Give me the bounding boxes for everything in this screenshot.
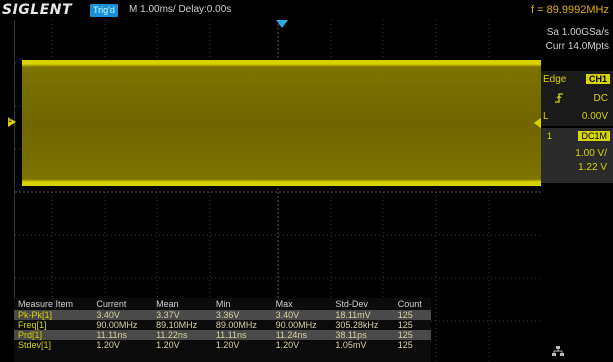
trigger-source: CH1 [585,74,610,84]
volts-per-div: 1.00 V/ [575,148,607,159]
channel1-offset-marker[interactable]: 1 [8,117,16,127]
timebase-readout[interactable]: M 1.00ms/ Delay:0.00s [129,4,232,15]
channel1-settings-box[interactable]: 1 DC1M 1.00 V/ 1.22 V [541,128,613,183]
trigger-status-badge: Trig'd [90,4,118,17]
measurement-table: Measure Item Current Mean Min Max Std-De… [14,298,431,362]
measure-current: 90.00MHz [96,320,138,330]
sample-rate: Sa 1.00GSa/s [546,27,609,38]
measure-count: 125 [397,330,413,340]
channel-coupling: DC1M [578,131,610,141]
trigger-level-marker[interactable] [534,117,542,129]
measure-mean: 11.22ns [156,330,188,340]
measure-std-dev: 1.05mV [335,340,367,350]
measure-count: 125 [397,320,413,330]
measure-max: 3.40V [275,310,300,320]
measure-min: 11.11ns [215,330,247,340]
header-mean: Mean [156,299,179,309]
header-current: Current [96,299,127,309]
rising-edge-icon [554,93,564,106]
measure-mean: 89.10MHz [156,320,198,330]
trigger-settings-box[interactable]: Edge CH1 DC L 0.00V [541,71,613,126]
measure-max: 1.20V [275,340,300,350]
trigger-position-marker[interactable] [276,20,288,28]
measure-std-dev: 18.11mV [335,310,371,320]
trigger-coupling: DC [593,93,608,104]
measure-std-dev: 38.11ps [335,330,367,340]
channel-offset: 1.22 V [578,162,607,173]
trigger-type: Edge [543,74,567,85]
channel1-marker-label: 1 [8,117,12,124]
memory-depth: Curr 14.0Mpts [545,41,609,52]
measure-max: 90.00MHz [275,320,317,330]
measure-min: 1.20V [215,340,240,350]
measure-max: 11.24ns [275,330,307,340]
header-max: Max [275,299,293,309]
measure-min: 89.00MHz [215,320,257,330]
measure-min: 3.36V [215,310,240,320]
measure-current: 1.20V [96,340,120,350]
status-bar: SIGLENT Trig'd M 1.00ms/ Delay:0.00s f =… [0,0,613,20]
measure-current: 3.40V [96,310,120,320]
header-std-dev: Std-Dev [335,299,368,309]
network-icon [552,346,564,359]
measure-current: 11.11ns [96,330,128,340]
trigger-level-label: L [543,111,549,122]
channel1-waveform [22,60,541,186]
measurement-row-prd[interactable]: Prd[1] 11.11ns 11.22ns 11.11ns 11.24ns 3… [14,330,431,340]
header-count: Count [397,299,422,309]
measure-std-dev: 305.28kHz [335,320,379,330]
header-measure-item: Measure Item [18,299,74,309]
measure-item: Stdev[1] [18,340,52,350]
measurement-header-row: Measure Item Current Mean Min Max Std-De… [14,298,431,310]
measure-count: 125 [397,340,413,350]
measurement-row-freq[interactable]: Freq[1] 90.00MHz 89.10MHz 89.00MHz 90.00… [14,320,431,330]
right-info-panel: Sa 1.00GSa/s Curr 14.0Mpts Edge CH1 DC L… [541,20,613,362]
header-min: Min [215,299,231,309]
frequency-counter: f = 89.9992MHz [531,4,609,16]
measure-mean: 3.37V [156,310,180,320]
trigger-level-value: 0.00V [581,111,608,122]
measure-count: 125 [397,310,413,320]
measure-item: Freq[1] [18,320,47,330]
measure-mean: 1.20V [156,340,180,350]
measure-item: Pk-Pk[1] [18,310,53,320]
measurement-row-pkpk[interactable]: Pk-Pk[1] 3.40V 3.37V 3.36V 3.40V 18.11mV… [14,310,431,320]
channel-number: 1 [547,131,553,141]
measure-item: Prd[1] [18,330,43,340]
measurement-row-stdev[interactable]: Stdev[1] 1.20V 1.20V 1.20V 1.20V 1.05mV … [14,340,431,350]
brand-logo: SIGLENT [2,2,73,18]
